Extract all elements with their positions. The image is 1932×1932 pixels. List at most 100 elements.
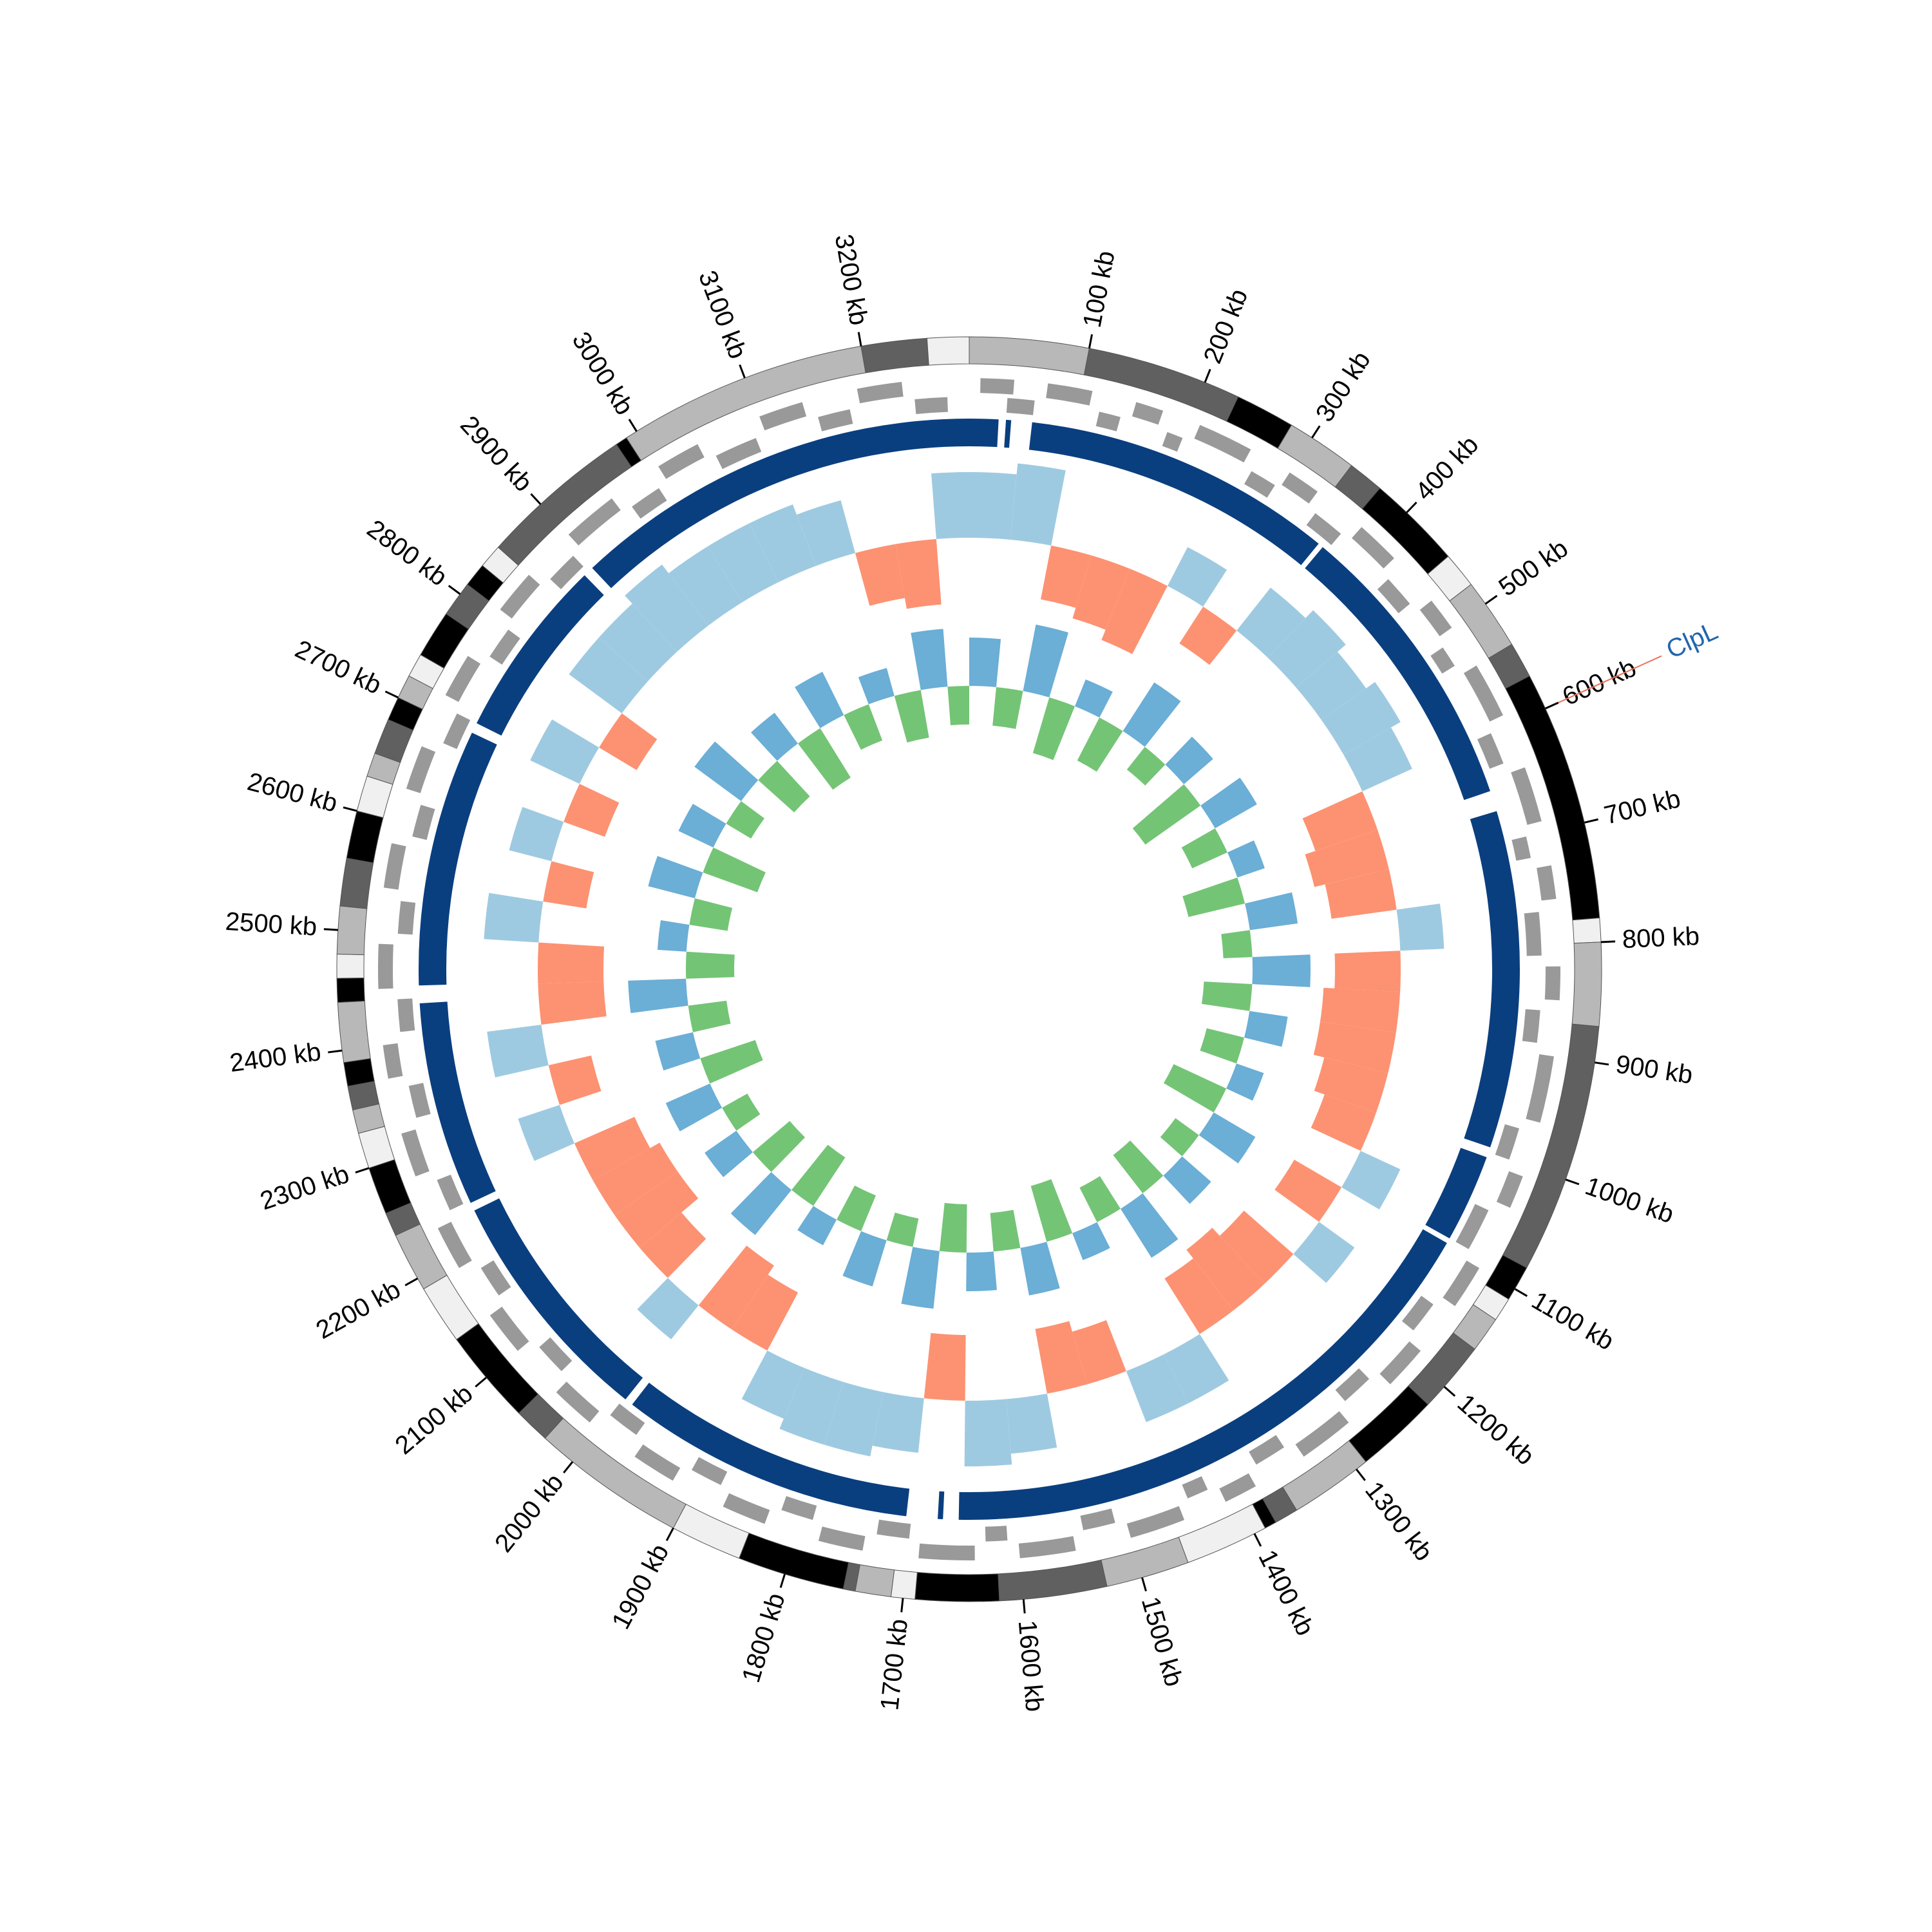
karyotype-band	[860, 337, 929, 374]
gc-content-bar	[1132, 784, 1201, 845]
gc-content-bar	[842, 1231, 887, 1287]
tick-label: 100 kb	[1078, 249, 1121, 330]
gc-skew-bar	[1313, 1021, 1396, 1074]
karyotype-band	[337, 1000, 371, 1063]
tick-mark	[563, 1461, 574, 1473]
gc-content-bar	[911, 629, 948, 690]
gc-skew-bar	[1396, 904, 1444, 951]
gc-skew-bar	[1101, 569, 1168, 654]
karyotype-band	[969, 336, 1090, 375]
gc-skew-bar	[509, 806, 564, 862]
gene	[397, 901, 416, 935]
gene	[1194, 424, 1251, 463]
gc-content-bar	[1202, 981, 1253, 1011]
gc-skew-bar	[1343, 727, 1412, 791]
tick-label: 1400 kb	[1253, 1546, 1319, 1640]
gc-content-bar	[694, 741, 759, 802]
gc-content-bar	[657, 920, 690, 952]
gene	[914, 397, 948, 414]
gc-skew-bar	[1311, 1094, 1376, 1151]
tick-label: 1600 kb	[1013, 1619, 1049, 1713]
gc-content-bar	[1126, 746, 1166, 786]
gc-skew-bar	[969, 472, 1017, 540]
tick-label: 1200 kb	[1452, 1389, 1540, 1471]
gc-content-bar	[1181, 828, 1227, 869]
gene	[550, 556, 583, 589]
tick-label: 200 kb	[1198, 285, 1254, 368]
tick-label: 2900 kb	[455, 411, 538, 497]
gc-content-bar	[1252, 954, 1311, 987]
tick-label: 1300 kb	[1359, 1477, 1438, 1566]
gc-skew-bar	[668, 546, 743, 626]
karyotype-band	[1101, 1537, 1189, 1587]
gene	[1046, 383, 1093, 406]
tick-label: 1100 kb	[1527, 1286, 1618, 1356]
gc-content-bar	[700, 1040, 763, 1084]
gc-skew-bar	[538, 942, 605, 984]
gc-content-bar	[1245, 892, 1298, 931]
gene	[781, 1496, 817, 1520]
gc-skew-bar	[1006, 1394, 1057, 1454]
tick-label: 800 kb	[1622, 922, 1700, 954]
gc-content-bar	[990, 1209, 1021, 1252]
gc-skew-bar	[895, 538, 942, 609]
gene	[1282, 472, 1318, 504]
gc-content-bar	[947, 686, 969, 726]
tick-mark	[530, 493, 542, 506]
gc-content-bar	[648, 856, 703, 898]
gene	[1537, 865, 1557, 901]
gc-skew-bar	[1321, 682, 1401, 755]
gene	[1126, 1506, 1185, 1539]
tick-label: 600 kb	[1558, 654, 1641, 712]
gc-skew-bar	[518, 1104, 574, 1161]
gc-skew-bar	[538, 981, 607, 1025]
gc-skew-bar	[707, 523, 779, 603]
gc-content-bar	[791, 1144, 846, 1206]
gc-skew-bar	[484, 893, 544, 943]
gene	[437, 1174, 464, 1211]
gc-content-bar	[1200, 777, 1257, 829]
gc-content-bar	[752, 1121, 806, 1172]
tick-mark	[1406, 501, 1417, 513]
gc-skew-bar	[741, 1350, 805, 1419]
gene	[1244, 471, 1275, 498]
tick-mark	[1311, 425, 1321, 439]
tick-mark	[1565, 1179, 1580, 1186]
gene	[397, 998, 415, 1032]
gene	[1419, 600, 1452, 636]
gc-content-bar	[992, 687, 1023, 729]
tick-mark	[1022, 1599, 1026, 1614]
karyotype-band	[926, 336, 970, 366]
gene	[408, 1083, 431, 1118]
gc-skew-bar	[931, 472, 969, 539]
gc-skew-bar	[1164, 1258, 1234, 1334]
tick-mark	[1088, 334, 1094, 349]
gene	[500, 574, 540, 619]
tick-label: 2800 kb	[362, 515, 453, 592]
tick-mark	[355, 1167, 370, 1174]
gc-skew-bar	[625, 564, 708, 652]
contig	[592, 419, 969, 589]
tick-label: 400 kb	[1410, 430, 1484, 506]
gene	[443, 713, 471, 750]
gc-content-bar	[1182, 877, 1245, 917]
gc-skew-bar	[872, 1392, 924, 1453]
gc-content-bar	[1020, 1242, 1060, 1296]
gc-skew-bar	[599, 713, 658, 770]
gc-skew-bar	[530, 719, 600, 784]
gc-skew-bar	[698, 1245, 774, 1330]
karyotype-band	[998, 1559, 1108, 1602]
gc-content-bar	[1122, 682, 1181, 747]
gene	[632, 488, 667, 519]
gc-skew-bar	[1041, 545, 1092, 608]
gc-content-bar	[1163, 1064, 1227, 1113]
gene	[489, 629, 520, 665]
contig	[632, 1383, 910, 1517]
gene	[1477, 733, 1504, 769]
tick-mark	[628, 419, 638, 432]
gene	[1524, 912, 1542, 956]
gene	[1249, 1435, 1285, 1465]
gc-skew-bar	[1010, 463, 1066, 546]
gene	[610, 1403, 645, 1435]
